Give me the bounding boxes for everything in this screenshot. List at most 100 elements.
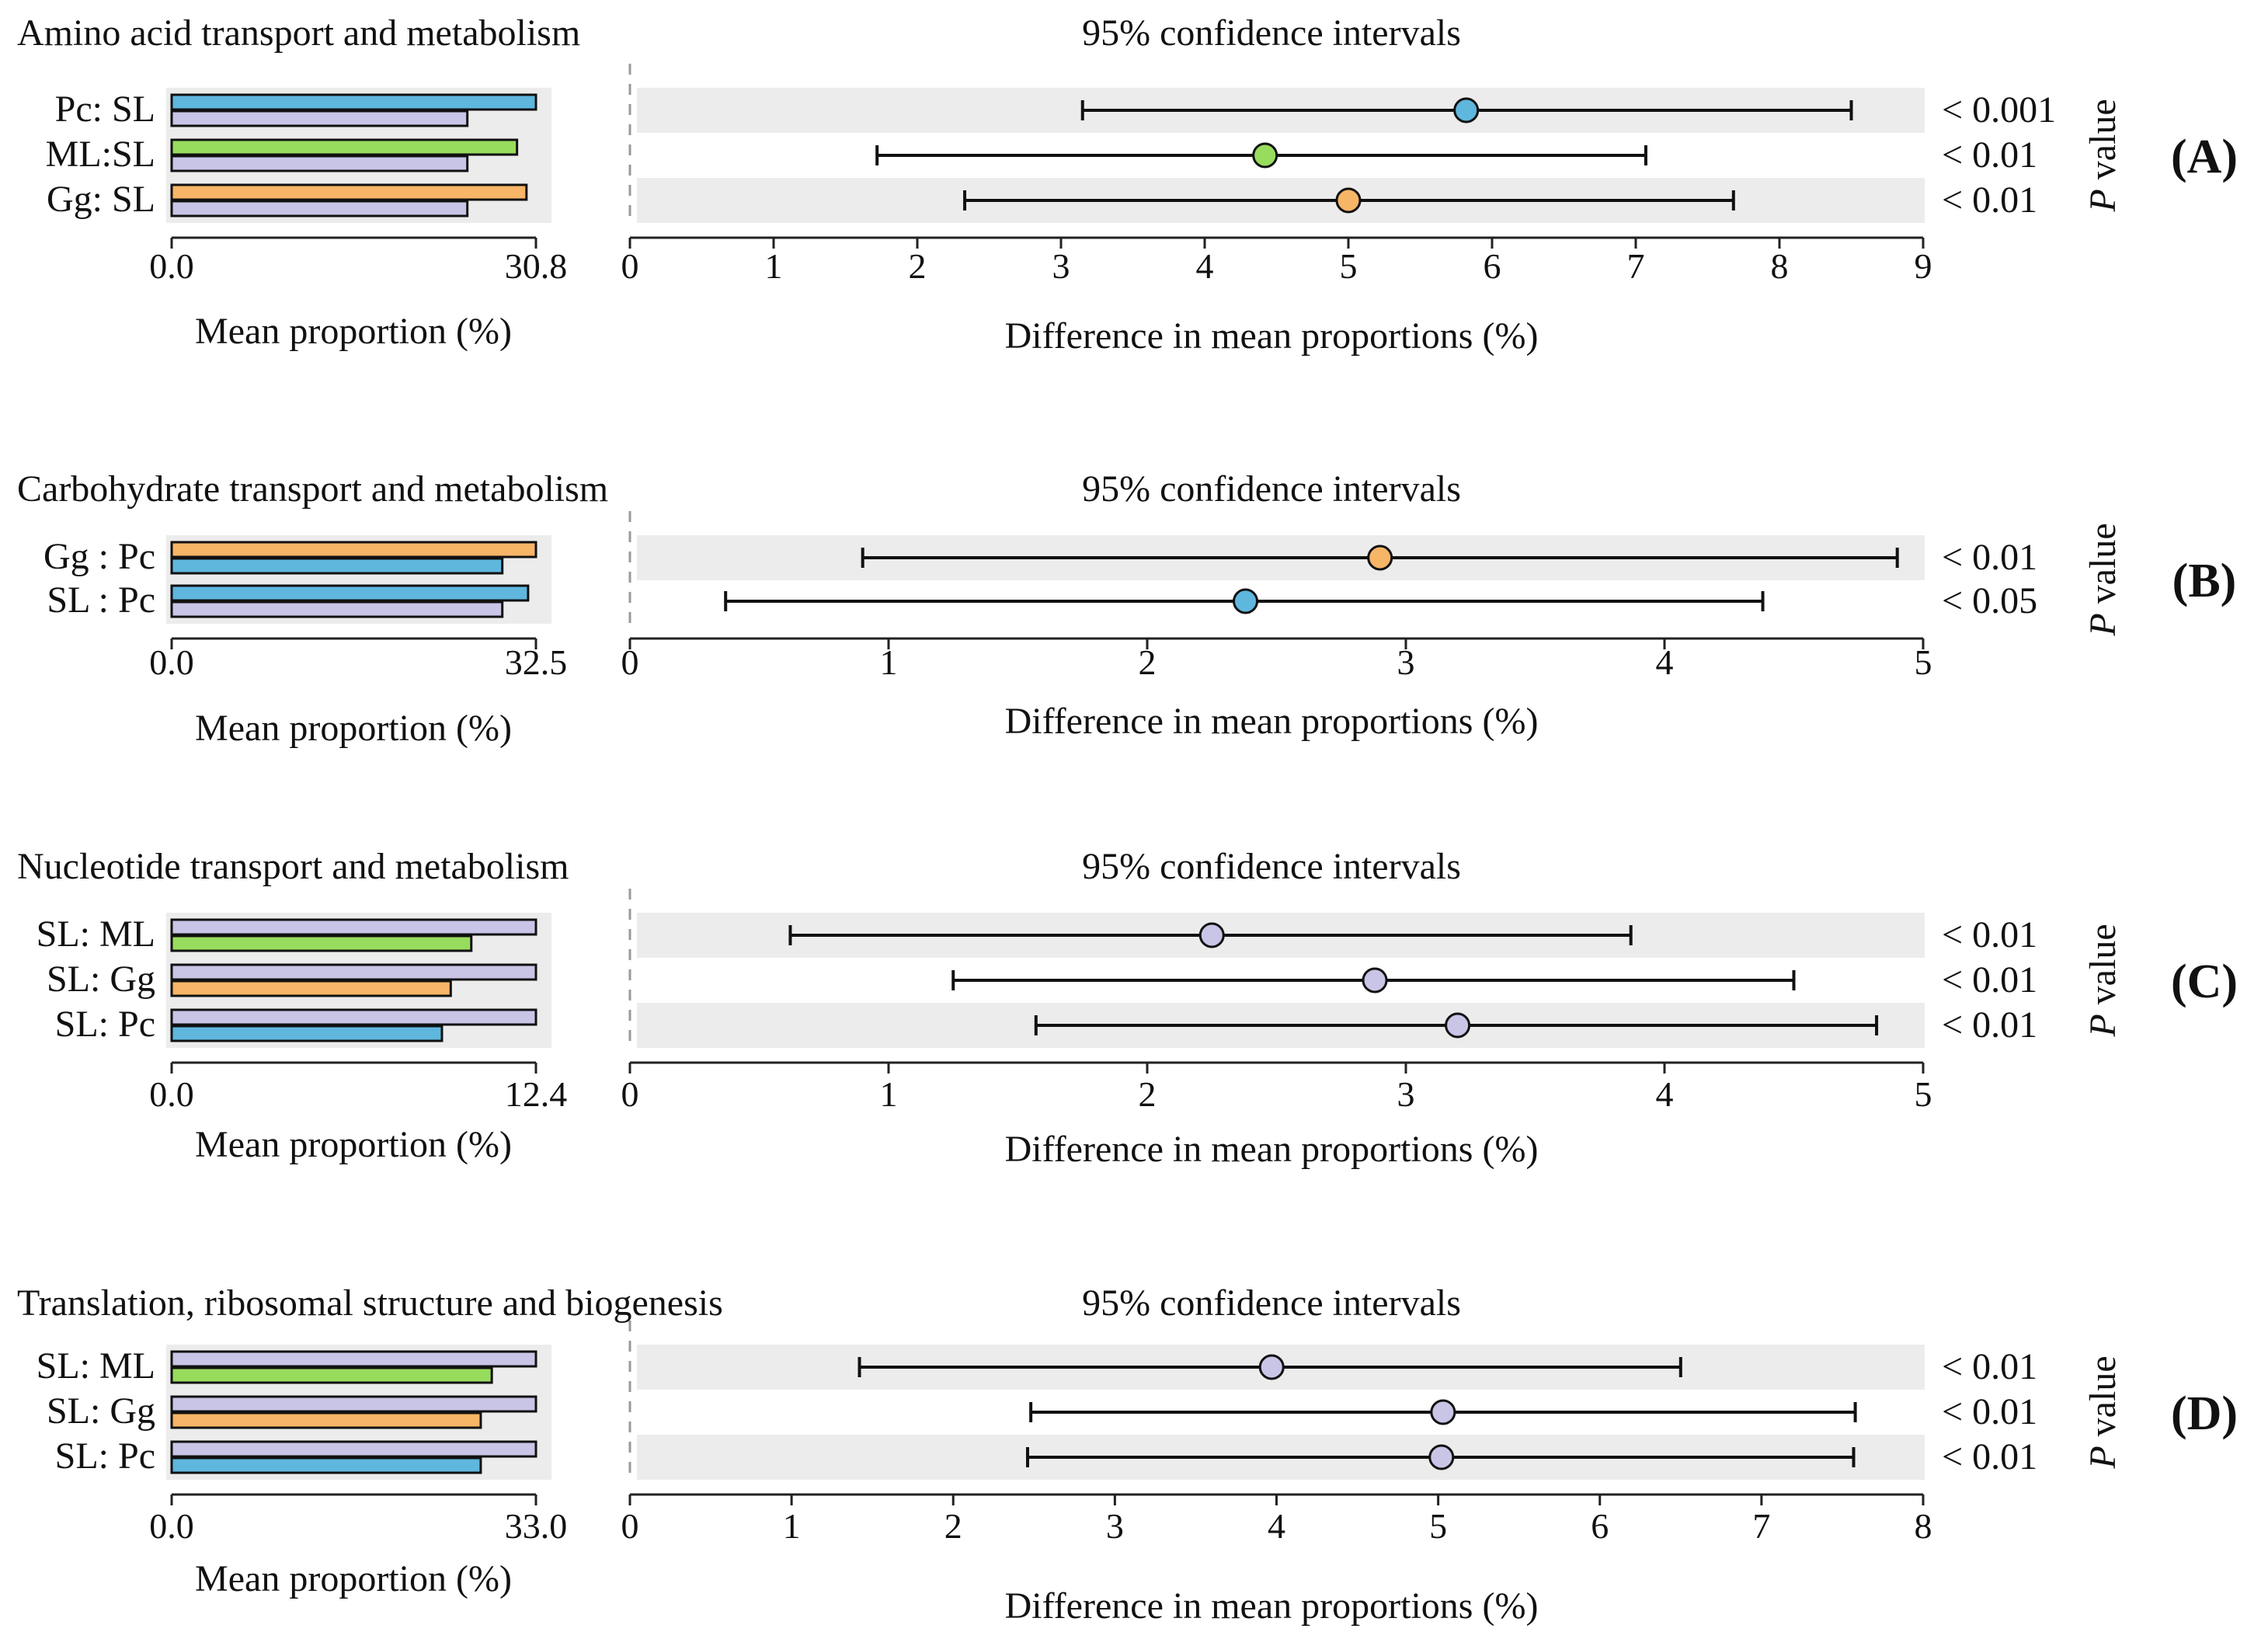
ci-tick-label: 4 — [1656, 642, 1674, 682]
ci-x-label: Difference in mean proportions (%) — [1005, 701, 1539, 742]
ci-tick-label: 5 — [1429, 1506, 1447, 1546]
ci-tick-label: 8 — [1915, 1506, 1932, 1546]
ci-tick-label: 3 — [1397, 1074, 1415, 1114]
p-rest: value — [2082, 99, 2124, 189]
ci-tick-label: 5 — [1915, 642, 1932, 682]
panel-a: Amino acid transport and metabolism 95% c… — [17, 12, 2238, 357]
p-italic: P — [2082, 1014, 2124, 1037]
bar-SL — [170, 600, 504, 618]
panel-letter: (A) — [2171, 130, 2238, 183]
ci-title: 95% confidence intervals — [1082, 468, 1461, 510]
bar-x-label: Mean proportion (%) — [195, 311, 512, 352]
panel-letter: (D) — [2171, 1387, 2238, 1440]
ci-tick-label: 0 — [621, 246, 639, 286]
bar-Pc — [170, 93, 537, 111]
row-label: SL: ML — [37, 913, 155, 955]
panel-title: Translation, ribosomal structure and bio… — [17, 1282, 723, 1324]
ci-tick-label: 4 — [1268, 1506, 1285, 1546]
p-value-label: < 0.05 — [1942, 580, 2037, 621]
ci-tick-label: 5 — [1915, 1074, 1932, 1114]
ci-x-label: Difference in mean proportions (%) — [1005, 315, 1539, 357]
bar-SL — [170, 200, 469, 217]
p-value-label: < 0.001 — [1942, 89, 2056, 130]
ci-tick-label: 0 — [621, 642, 639, 682]
p-value-label: < 0.01 — [1942, 1391, 2037, 1432]
bar-SL — [170, 963, 537, 981]
panel-c: Nucleotide transport and metabolism 95% c… — [17, 846, 2238, 1170]
bar-Gg — [170, 980, 452, 997]
panel-title: Amino acid transport and metabolism — [17, 12, 580, 54]
row-label: SL: Gg — [47, 959, 155, 1000]
ci-x-label: Difference in mean proportions (%) — [1005, 1585, 1539, 1627]
ci-tick-label: 4 — [1196, 246, 1214, 286]
ci-point — [1258, 1354, 1285, 1380]
p-value-axis-title: P value — [2082, 99, 2124, 212]
ci-tick-label: 3 — [1397, 642, 1415, 682]
row-label: SL : Pc — [47, 579, 155, 621]
p-rest: value — [2082, 1355, 2124, 1446]
ci-title: 95% confidence intervals — [1082, 1282, 1461, 1324]
ci-x-label: Difference in mean proportions (%) — [1005, 1129, 1539, 1170]
bar-tick-label: 30.8 — [505, 246, 568, 286]
bar-Pc — [170, 584, 530, 602]
bar-Pc — [170, 1025, 444, 1042]
row-label: SL: ML — [37, 1345, 155, 1387]
bar-x-label: Mean proportion (%) — [195, 708, 512, 749]
bar-tick-label: 32.5 — [505, 642, 568, 682]
bar-tick-label: 0.0 — [149, 642, 194, 682]
bar-ML — [170, 138, 519, 156]
bar-tick-label: 33.0 — [505, 1506, 568, 1546]
p-italic: P — [2082, 1446, 2124, 1469]
row-label: Pc: SL — [55, 89, 155, 130]
bar-SL — [170, 918, 537, 936]
bar-tick-label: 12.4 — [505, 1074, 568, 1114]
p-value-label: < 0.01 — [1942, 537, 2037, 578]
row-label: Gg: SL — [47, 179, 155, 220]
bar-SL — [170, 1395, 537, 1413]
row-label: SL: Pc — [55, 1004, 155, 1045]
p-value-axis-title: P value — [2082, 523, 2124, 636]
ci-point — [1335, 187, 1362, 214]
p-value-label: < 0.01 — [1942, 959, 2037, 1000]
row-label: SL: Pc — [55, 1435, 155, 1477]
bar-SL — [170, 1440, 537, 1458]
ci-point — [1445, 1012, 1471, 1039]
bar-SL — [170, 110, 469, 127]
panel-d: Translation, ribosomal structure and bio… — [17, 1282, 2238, 1627]
ci-tick-label: 2 — [909, 246, 927, 286]
bar-Gg — [170, 541, 537, 559]
panel-letter: (C) — [2171, 955, 2238, 1008]
panel-title: Carbohydrate transport and metabolism — [17, 468, 608, 510]
p-italic: P — [2082, 189, 2124, 212]
bar-Pc — [170, 1456, 482, 1474]
bar-SL — [170, 1350, 537, 1368]
ci-point — [1428, 1444, 1455, 1470]
ci-tick-label: 1 — [765, 246, 783, 286]
bar-SL — [170, 1008, 537, 1026]
p-value-label: < 0.01 — [1942, 1346, 2037, 1387]
ci-tick-label: 4 — [1656, 1074, 1674, 1114]
panel-title: Nucleotide transport and metabolism — [17, 846, 569, 887]
bar-x-label: Mean proportion (%) — [195, 1124, 512, 1165]
ci-tick-label: 1 — [783, 1506, 801, 1546]
ci-tick-label: 7 — [1627, 246, 1645, 286]
panel-b: Carbohydrate transport and metabolism 95%… — [17, 468, 2236, 749]
ci-tick-label: 3 — [1106, 1506, 1124, 1546]
bar-tick-label: 0.0 — [149, 246, 194, 286]
ci-point — [1362, 967, 1388, 993]
ci-tick-label: 8 — [1771, 246, 1789, 286]
ci-title: 95% confidence intervals — [1082, 846, 1461, 887]
ci-tick-label: 5 — [1340, 246, 1358, 286]
bar-ML — [170, 1366, 493, 1384]
p-value-label: < 0.01 — [1942, 179, 2037, 221]
ci-tick-label: 0 — [621, 1074, 639, 1114]
ci-point — [1367, 545, 1393, 571]
ci-point — [1430, 1399, 1456, 1425]
row-label: Gg : Pc — [43, 536, 155, 577]
bar-Gg — [170, 1411, 482, 1429]
p-value-label: < 0.01 — [1942, 134, 2037, 176]
bar-x-label: Mean proportion (%) — [195, 1558, 512, 1599]
bar-Pc — [170, 557, 504, 575]
ci-tick-label: 9 — [1915, 246, 1932, 286]
